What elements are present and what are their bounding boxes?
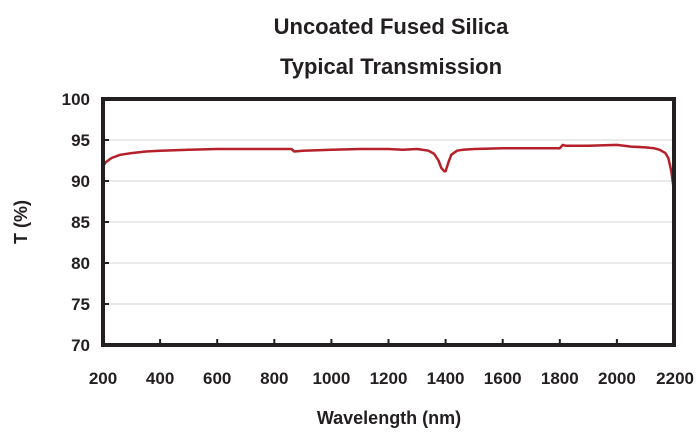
x-tick-label: 800 xyxy=(260,369,288,388)
x-tick-label: 200 xyxy=(89,369,117,388)
grid xyxy=(103,139,674,305)
x-tick-label: 600 xyxy=(203,369,231,388)
x-tick-label: 1400 xyxy=(427,369,465,388)
x-tick-label: 400 xyxy=(146,369,174,388)
x-tick-label: 2000 xyxy=(598,369,636,388)
x-axis-label: Wavelength (nm) xyxy=(317,408,461,428)
y-axis-ticks: 70 75 80 85 90 95 100 xyxy=(62,90,109,355)
y-axis-label: T (%) xyxy=(11,200,31,244)
x-tick-label: 2200 xyxy=(656,369,694,388)
y-tick-label: 85 xyxy=(71,213,90,232)
data-series xyxy=(101,143,676,193)
x-tick-label: 1600 xyxy=(484,369,522,388)
chart-subtitle: Typical Transmission xyxy=(280,54,502,79)
y-tick-label: 100 xyxy=(62,90,90,109)
y-tick-label: 75 xyxy=(71,295,90,314)
x-tick-label: 1800 xyxy=(541,369,579,388)
chart-title: Uncoated Fused Silica xyxy=(274,14,509,39)
y-tick-label: 70 xyxy=(71,336,90,355)
x-axis-ticks: 200 400 600 800 1000 1200 1400 1600 1800 2000 2200 xyxy=(89,339,694,388)
y-tick-label: 90 xyxy=(71,172,90,191)
y-tick-label: 80 xyxy=(71,254,90,273)
y-tick-label: 95 xyxy=(71,131,90,150)
transmission-line xyxy=(101,143,676,193)
x-tick-label: 1000 xyxy=(312,369,350,388)
x-tick-label: 1200 xyxy=(370,369,408,388)
